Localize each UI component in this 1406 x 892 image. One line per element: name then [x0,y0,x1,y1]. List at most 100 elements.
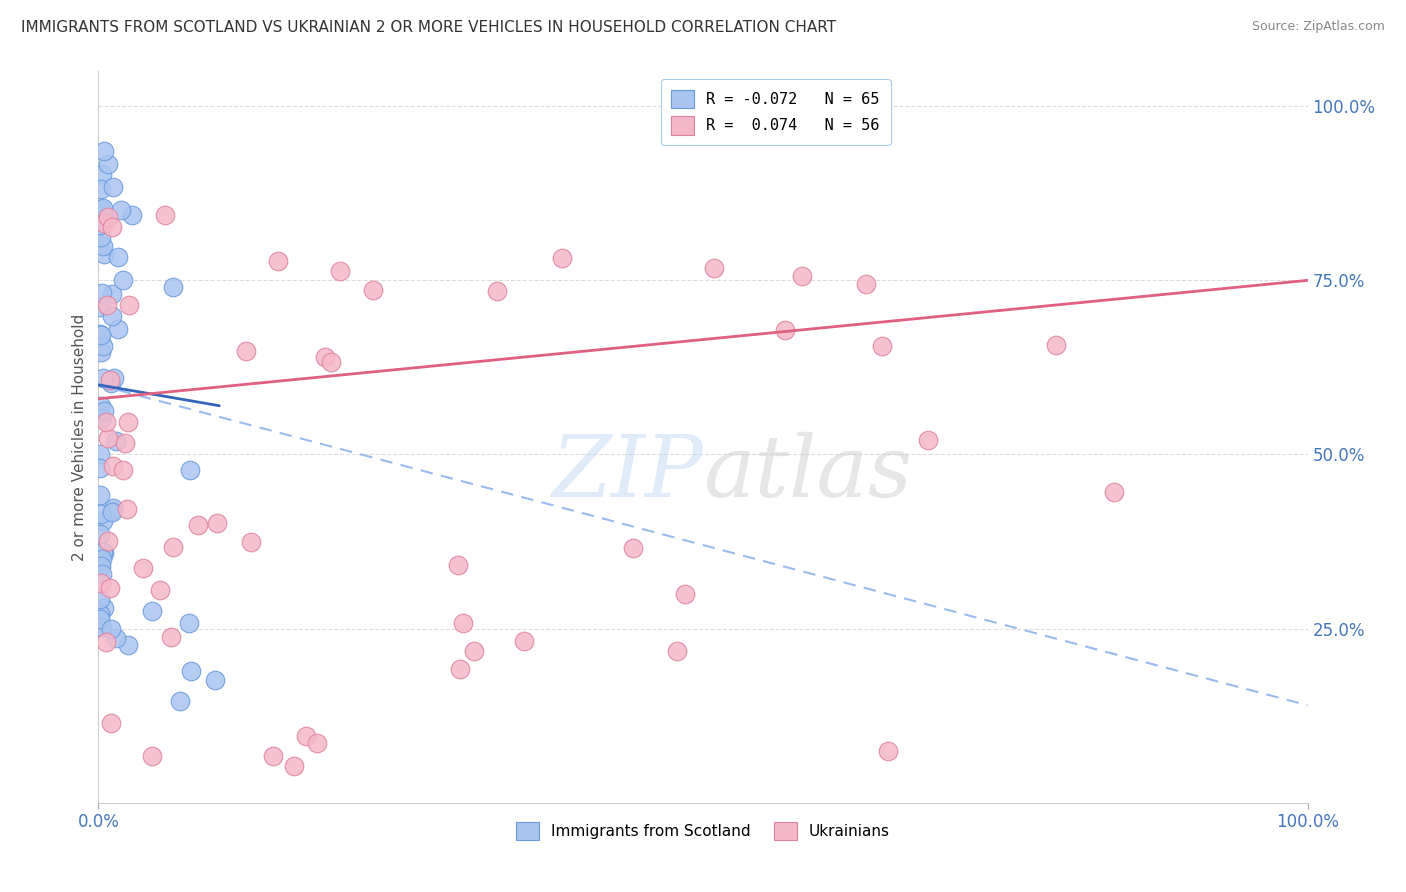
Point [103,458,125,473]
Point [89,607,111,621]
Point [90,182,112,196]
Point [872,339,894,353]
Point [117,638,139,652]
Point [91,167,114,181]
Point [149,582,172,597]
Point [90,285,112,300]
Y-axis label: 2 or more Vehicles in Household: 2 or more Vehicles in Household [72,313,87,561]
Point [93,404,115,418]
Point [89,219,111,233]
Point [101,500,124,515]
Point [169,694,191,708]
Point [101,179,124,194]
Point [179,463,201,477]
Point [91,371,114,385]
Point [877,743,900,757]
Point [90,230,112,244]
Point [551,251,574,265]
Point [100,622,122,636]
Point [141,604,163,618]
Point [96,298,118,312]
Point [93,546,115,560]
Point [240,535,263,549]
Point [449,662,471,676]
Point [93,246,115,260]
Point [90,344,112,359]
Point [89,219,111,233]
Point [94,635,117,649]
Point [90,566,112,581]
Point [267,253,290,268]
Point [1045,338,1067,352]
Point [917,434,939,448]
Point [90,620,112,634]
Point [295,729,318,743]
Point [100,715,122,730]
Point [111,463,134,477]
Point [97,210,120,224]
Point [90,327,112,342]
Point [187,518,209,533]
Point [329,264,352,278]
Text: ZIP: ZIP [551,433,703,515]
Point [486,284,509,298]
Point [132,561,155,575]
Point [90,202,112,216]
Point [319,355,342,369]
Point [91,201,114,215]
Point [205,516,228,530]
Point [235,343,257,358]
Point [107,322,129,336]
Point [100,376,122,391]
Point [117,502,139,516]
Point [512,634,534,648]
Point [91,411,114,425]
Point [98,373,121,387]
Point [89,592,111,607]
Point [97,533,120,548]
Point [101,505,124,519]
Point [91,209,114,223]
Point [121,208,143,222]
Point [90,559,112,574]
Point [93,145,115,159]
Point [90,213,112,227]
Point [90,508,112,522]
Point [463,644,485,658]
Point [159,631,181,645]
Point [97,157,120,171]
Point [101,310,124,324]
Point [91,238,114,252]
Point [1104,485,1126,500]
Point [703,260,725,275]
Point [98,582,121,596]
Point [665,644,688,658]
Point [177,616,200,631]
Point [96,415,118,429]
Point [153,209,176,223]
Point [307,736,329,750]
Point [773,323,796,337]
Point [103,371,125,385]
Point [621,541,644,555]
Point [114,436,136,450]
Point [162,540,184,554]
Point [107,250,129,264]
Point [451,616,474,631]
Point [90,576,112,591]
Point [792,268,814,283]
Point [283,758,305,772]
Point [180,664,202,678]
Point [89,612,111,626]
Point [97,431,120,445]
Point [89,488,111,502]
Point [105,434,128,449]
Point [93,545,115,559]
Point [162,280,184,294]
Point [89,461,111,475]
Point [314,350,336,364]
Point [104,631,127,645]
Point [262,748,284,763]
Point [855,277,877,291]
Legend: Immigrants from Scotland, Ukrainians: Immigrants from Scotland, Ukrainians [510,815,896,847]
